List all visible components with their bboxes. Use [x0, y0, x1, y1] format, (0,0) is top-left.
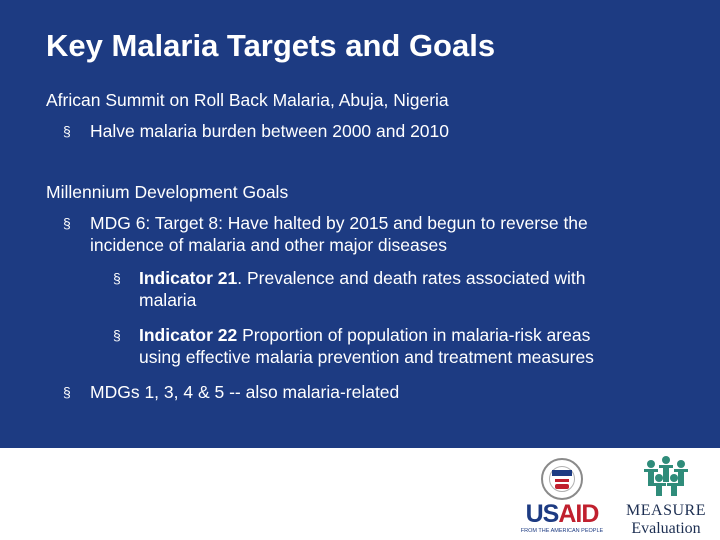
bullet-marker: § [63, 384, 71, 400]
slide-title: Key Malaria Targets and Goals [46, 28, 496, 63]
indicator-22-item: Indicator 22 Proportion of population in… [139, 324, 594, 368]
bullet-marker: § [113, 327, 121, 343]
content-area: Key Malaria Targets and Goals African Su… [0, 0, 720, 448]
mdgs-related-item: MDGs 1, 3, 4 & 5 -- also malaria-related [90, 382, 400, 402]
usaid-tagline: FROM THE AMERICAN PEOPLE [520, 528, 604, 534]
indicator-22-text-cont: using effective malaria prevention and t… [139, 347, 594, 367]
usaid-wordmark: USAID [525, 500, 600, 528]
mdg-heading: Millennium Development Goals [46, 182, 289, 202]
halve-burden-item: Halve malaria burden between 2000 and 20… [90, 121, 450, 141]
abuja-summit-heading: African Summit on Roll Back Malaria, Abu… [46, 90, 449, 110]
bullet-marker: § [113, 270, 121, 286]
measure-wordmark: MEASURE [626, 502, 706, 519]
usaid-logo: USAID FROM THE AMERICAN PEOPLE [512, 456, 612, 536]
indicator-21-item: Indicator 21. Prevalence and death rates… [139, 267, 586, 311]
measure-evaluation-logo: MEASURE Evaluation [624, 456, 708, 538]
mdg6-line-2: incidence of malaria and other major dis… [90, 235, 447, 255]
bullet-marker: § [63, 215, 71, 231]
indicator-21-text: . Prevalence and death rates associated … [237, 268, 586, 288]
indicator-22-text: Proportion of population in malaria-risk… [237, 325, 591, 345]
bullet-marker: § [63, 123, 71, 139]
mdg6-line-1: MDG 6: Target 8: Have halted by 2015 and… [90, 213, 588, 233]
indicator-22-label: Indicator 22 [139, 325, 238, 345]
indicator-21-label: Indicator 21 [139, 268, 238, 288]
evaluation-wordmark: Evaluation [631, 520, 701, 537]
mdg6-item: MDG 6: Target 8: Have halted by 2015 and… [90, 212, 588, 256]
logo-footer [0, 448, 720, 540]
indicator-21-text-cont: malaria [139, 290, 197, 310]
usaid-seal-icon [541, 458, 583, 500]
